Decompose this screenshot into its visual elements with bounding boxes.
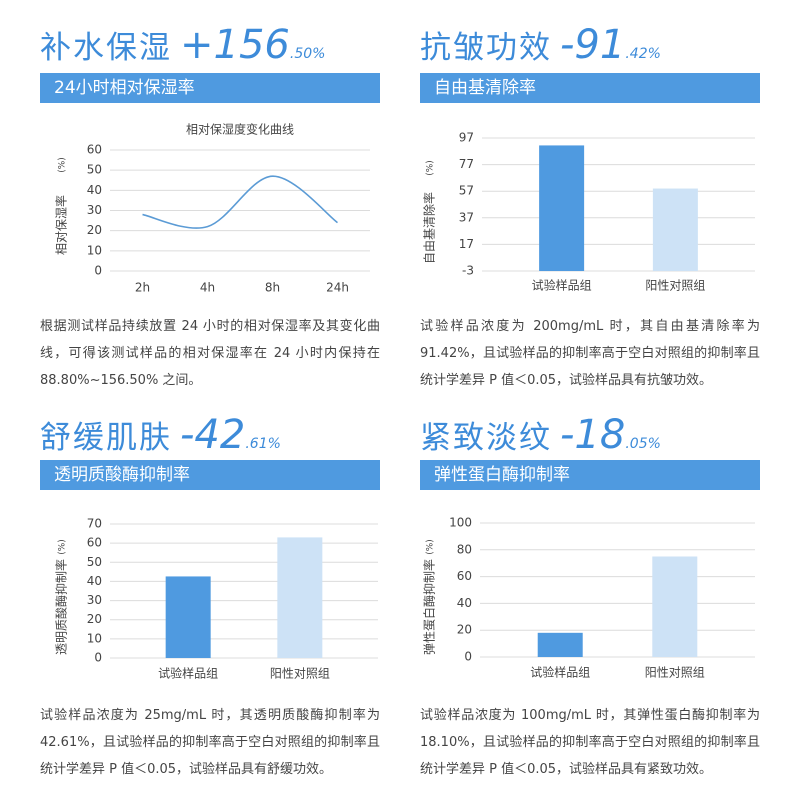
headline-value: -18	[560, 412, 626, 458]
y-tick-label: 60	[87, 143, 102, 157]
description: 试验样品浓度为 100mg/mL 时，其弹性蛋白酶抑制率为 18.10%，且试验…	[420, 708, 760, 777]
headline-decimal: .05%	[625, 436, 661, 452]
y-tick-label: 77	[459, 157, 474, 171]
headline-value: -91	[560, 22, 626, 68]
chart-title: 相对保湿度变化曲线	[186, 122, 294, 137]
y-axis-label: 自由基清除率	[422, 192, 437, 264]
x-tick-label: 8h	[265, 281, 280, 295]
headline-title: 抗皱功效	[420, 30, 552, 66]
y-tick-label: 20	[87, 612, 102, 626]
x-tick-label: 24h	[326, 281, 349, 295]
y-tick-label: 60	[457, 569, 472, 583]
y-tick-label: 10	[87, 243, 102, 257]
y-tick-label: 20	[457, 623, 472, 637]
subtitle-bar: 24小时相对保湿率	[40, 73, 380, 103]
y-tick-label: 17	[459, 237, 474, 251]
y-tick-label: 20	[87, 223, 102, 237]
subtitle-bar: 自由基清除率	[420, 73, 760, 103]
bar	[537, 632, 583, 657]
chart: 弹性蛋白酶抑制率 (%) 0 20 40 60 80 100 试验样品组 阳性对照组	[422, 516, 755, 680]
y-tick-label: 10	[87, 631, 102, 645]
headline: 抗皱功效 -91.42%	[420, 22, 661, 70]
x-tick-label: 阳性对照组	[270, 667, 330, 681]
x-tick-label: 2h	[135, 281, 150, 295]
y-tick-label: 40	[457, 596, 472, 610]
line	[142, 175, 338, 229]
headline-value: +156	[180, 22, 290, 68]
bar	[539, 145, 585, 271]
headline: 舒缓肌肤 -42.61%	[40, 412, 281, 460]
x-tick-label: 试验样品组	[530, 665, 590, 680]
subtitle-bar: 弹性蛋白酶抑制率	[420, 460, 760, 490]
y-axis-label: 弹性蛋白酶抑制率	[422, 559, 437, 655]
x-tick-label: 阳性对照组	[645, 666, 705, 680]
y-axis-label: 透明质酸酶抑制率	[54, 559, 69, 655]
y-tick-label: 70	[87, 517, 102, 531]
y-tick-label: 40	[87, 183, 102, 197]
y-tick-label: 30	[87, 203, 102, 217]
y-tick-label: 0	[94, 651, 102, 665]
y-tick-label: 57	[459, 184, 474, 198]
headline-decimal: .61%	[245, 436, 281, 452]
y-axis-unit: (%)	[426, 539, 436, 555]
subtitle-bar: 透明质酸酶抑制率	[40, 460, 380, 490]
y-tick-label: 97	[459, 131, 474, 145]
y-tick-label: 0	[464, 650, 472, 664]
bar	[652, 188, 698, 271]
y-tick-label: -3	[462, 264, 474, 278]
y-axis-unit: (%)	[58, 157, 68, 173]
y-tick-label: 100	[449, 516, 472, 530]
chart: 自由基清除率 (%) -3 17 37 57 77 97 试验样品组 阳性对照组	[422, 131, 755, 293]
x-tick-label: 4h	[200, 281, 215, 295]
y-tick-label: 50	[87, 163, 102, 177]
headline-title: 紧致淡纹	[420, 420, 552, 456]
y-tick-label: 0	[94, 264, 102, 278]
chart: 透明质酸酶抑制率 (%) 0 10 20 30 40 50 60 70 试验样品组 阳性对照组	[54, 517, 378, 681]
headline-value: -42	[180, 412, 246, 458]
y-axis-unit: (%)	[426, 160, 436, 176]
y-tick-label: 37	[459, 210, 474, 224]
y-tick-label: 40	[87, 574, 102, 588]
y-tick-label: 30	[87, 593, 102, 607]
description: 根据测试样品持续放置 24 小时的相对保湿率及其变化曲线，可得该测试样品的相对保…	[40, 319, 380, 388]
description: 试验样品浓度为 200mg/mL 时，其自由基清除率为 91.42%，且试验样品…	[420, 319, 760, 388]
headline-title: 舒缓肌肤	[40, 420, 172, 456]
headline: 紧致淡纹 -18.05%	[420, 412, 661, 460]
bar	[652, 556, 698, 657]
headline-decimal: .50%	[289, 46, 326, 62]
headline-title: 补水保湿	[40, 30, 172, 66]
y-axis-label: 相对保湿率	[54, 195, 69, 255]
x-tick-label: 试验样品组	[532, 278, 592, 293]
y-tick-label: 50	[87, 555, 102, 569]
headline: 补水保湿 +156.50%	[40, 22, 325, 70]
y-tick-label: 80	[457, 542, 472, 556]
headline-decimal: .42%	[625, 46, 661, 62]
description: 试验样品浓度为 25mg/mL 时，其透明质酸酶抑制率为 42.61%，且试验样…	[40, 708, 380, 777]
y-axis-unit: (%)	[58, 539, 68, 555]
y-tick-label: 60	[87, 536, 102, 550]
x-tick-label: 阳性对照组	[645, 279, 705, 293]
bar	[277, 537, 323, 658]
bar	[165, 576, 211, 658]
x-tick-label: 试验样品组	[158, 666, 218, 681]
